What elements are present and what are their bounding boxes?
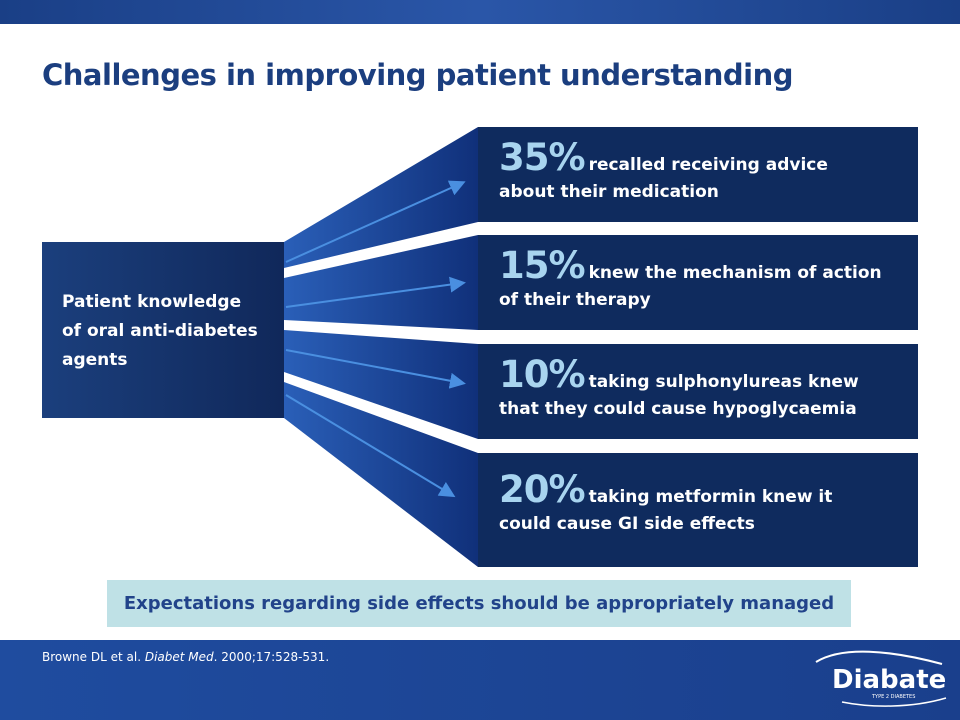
stat-box-1: 35% recalled receiving advice about their…: [478, 127, 918, 222]
stat-box-3: 10% taking sulphonylureas knew that they …: [478, 344, 918, 439]
stat-percent: 10%: [499, 353, 586, 396]
stat-text-2: could cause GI side effects: [499, 514, 755, 534]
reference-journal: Diabet Med: [144, 650, 214, 664]
stat-percent: 15%: [499, 244, 586, 287]
stat-box-4: 20% taking metformin knew it could cause …: [478, 453, 918, 567]
arrow-1: [285, 180, 466, 263]
slide-title: Challenges in improving patient understa…: [42, 58, 794, 92]
footer-bar: [0, 640, 960, 720]
callout-banner: Expectations regarding side effects shou…: [107, 580, 851, 627]
stat-box-2: 15% knew the mechanism of action of their…: [478, 235, 918, 330]
stat-text-1: recalled receiving advice: [588, 155, 828, 175]
stat-percent: 35%: [499, 136, 586, 179]
reference-citation: Browne DL et al. Diabet Med. 2000;17:528…: [42, 650, 329, 664]
diabate-logo: Diabate TYPE 2 DIABETES: [815, 650, 947, 707]
stat-text-1: taking sulphonylureas knew: [588, 372, 859, 392]
logo-swoosh-bottom: [841, 697, 947, 707]
source-line-1: Patient knowledge: [62, 292, 242, 312]
fan-band-1: [284, 127, 478, 268]
fan-band-4: [284, 382, 478, 567]
top-bar: [0, 0, 960, 24]
source-line-3: agents: [62, 350, 128, 370]
arrow-2: [285, 276, 466, 308]
stat-text-1: taking metformin knew it: [588, 487, 833, 507]
stat-text-2: of their therapy: [499, 290, 651, 310]
logo-wordmark: Diabate: [832, 665, 946, 695]
stat-percent: 20%: [499, 468, 586, 511]
stat-text-2: about their medication: [499, 182, 719, 202]
reference-authors: Browne DL et al.: [42, 650, 142, 664]
source-line-2: of oral anti-diabetes: [62, 321, 258, 341]
stat-text-1: knew the mechanism of action: [588, 263, 882, 283]
logo-tagline: TYPE 2 DIABETES: [871, 694, 915, 700]
logo-swoosh: [815, 650, 943, 665]
fan-band-2: [284, 235, 478, 330]
reference-details: . 2000;17:528-531.: [213, 650, 330, 664]
arrow-4: [285, 394, 456, 498]
fan-band-3: [284, 330, 478, 439]
source-box: Patient knowledge of oral anti-diabetes …: [42, 242, 284, 418]
arrow-3: [285, 349, 466, 389]
stat-text-2: that they could cause hypoglycaemia: [499, 399, 857, 419]
